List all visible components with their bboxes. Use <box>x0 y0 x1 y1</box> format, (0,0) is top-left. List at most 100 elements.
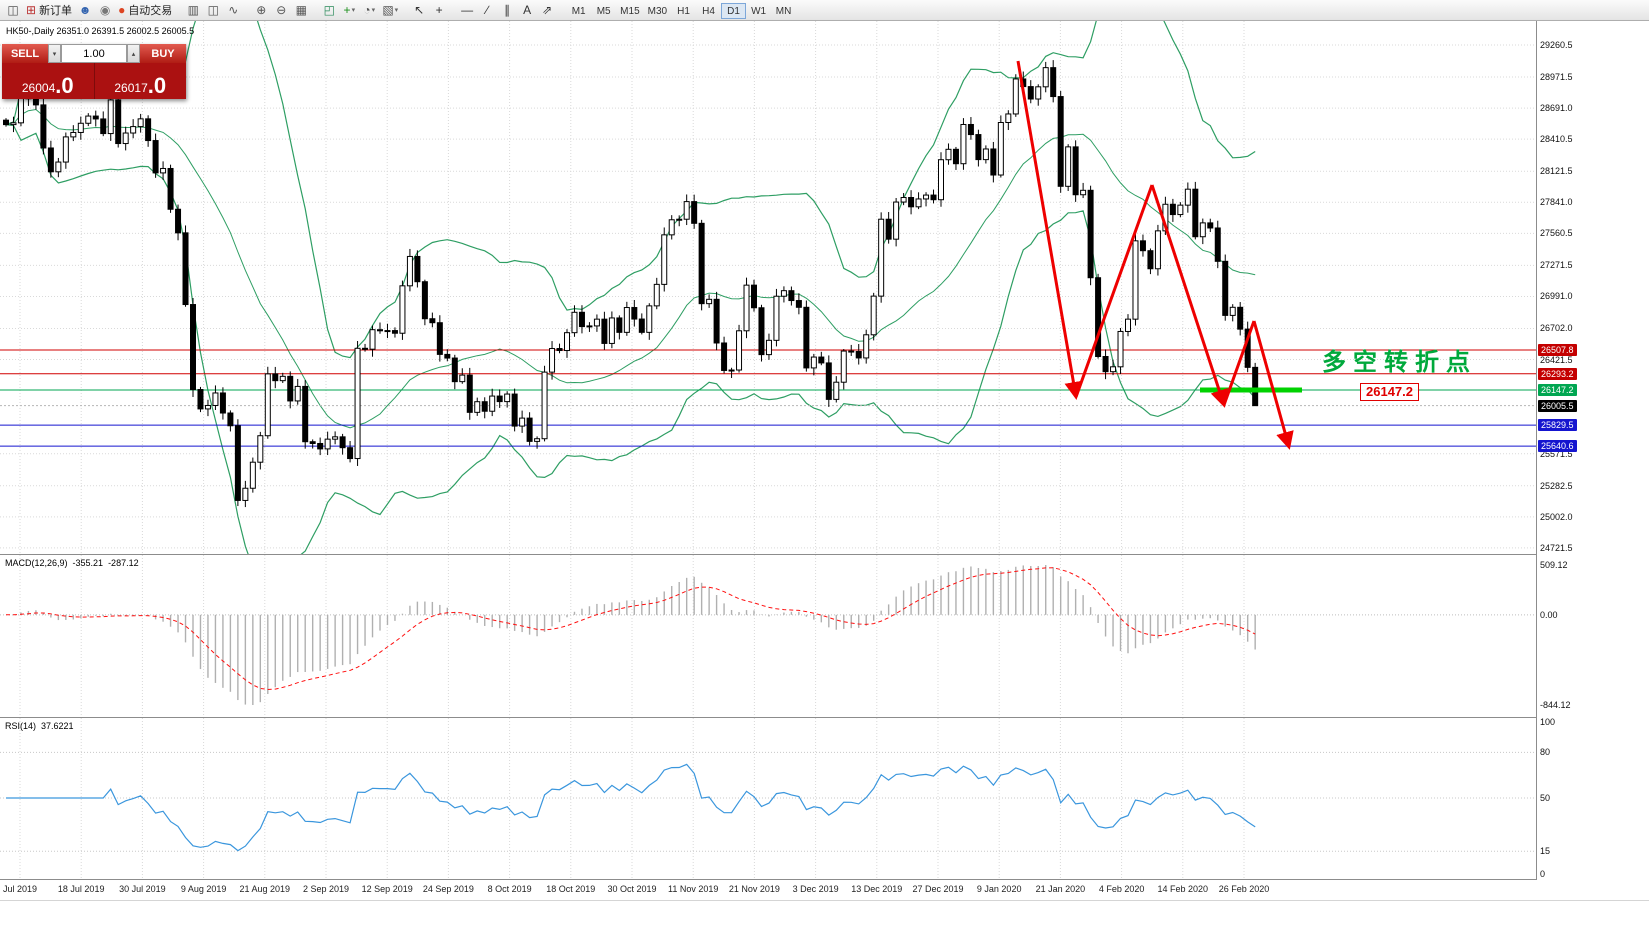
chart-ohlc-readout: HK50-,Daily 26351.0 26391.5 26002.5 2600… <box>6 26 195 36</box>
bollinger-bands <box>5 21 1256 554</box>
text-tool-icon: A <box>523 3 532 17</box>
grid <box>0 21 1536 554</box>
autotrading-button[interactable]: ● 自动交易 <box>118 3 173 17</box>
rsi-label: RSI(14) 37.6221 <box>5 721 79 731</box>
price-label--844.12: -844.12 <box>1540 700 1571 710</box>
buy-button[interactable]: BUY <box>140 44 186 63</box>
axis-separator <box>1536 21 1537 900</box>
trendline-tool-icon[interactable]: ∕ <box>477 2 497 19</box>
indicators-icon[interactable]: + ▾ <box>339 2 359 19</box>
volume-decrease-button[interactable]: ▾ <box>48 44 61 63</box>
panel-separator[interactable] <box>0 554 1649 555</box>
refresh-icon[interactable]: ◉ <box>95 2 115 19</box>
timeframe-M30[interactable]: M30 <box>647 5 668 17</box>
timeframe-group: M1 M5 M15 M30 H1 H4 D1 W1 MN <box>566 1 796 20</box>
price-label-25571.5: 25571.5 <box>1540 448 1573 459</box>
new-order-button[interactable]: ⊞ 新订单 <box>26 3 73 17</box>
volume-input[interactable] <box>61 44 127 63</box>
cursor-icon[interactable]: ↖ <box>409 2 429 19</box>
crosshair-icon[interactable]: + <box>429 2 449 19</box>
zoom-out-icon[interactable]: ⊖ <box>271 2 291 19</box>
date-axis[interactable]: Jul 2019 18 Jul 2019 30 Jul 2019 9 Aug 2019… <box>0 880 1649 900</box>
price-label-0.00: 0.00 <box>1540 609 1558 620</box>
timeframe-M15[interactable]: M15 <box>620 5 640 17</box>
macd-value-signal: -287.12 <box>108 558 139 568</box>
grid-icon: ▦ <box>295 3 307 17</box>
crosshair-icon: + <box>435 3 443 17</box>
date-label: 18 Jul 2019 <box>57 884 105 894</box>
date-label: 27 Dec 2019 <box>912 884 964 894</box>
periods-icon[interactable]: ◔ ▾ <box>359 2 379 19</box>
price-badge-26507.8: 26507.8 <box>1538 343 1577 356</box>
chevron-down-icon: ▾ <box>52 50 57 58</box>
macd-value-main: -355.21 <box>72 558 104 568</box>
rsi-value: 37.6221 <box>41 721 74 731</box>
refresh-icon: ◉ <box>99 3 111 17</box>
rsi-title: RSI(14) <box>5 721 37 731</box>
new-order-button: ⊞ <box>26 3 37 17</box>
price-label-25002.0: 25002.0 <box>1540 511 1573 522</box>
date-label: 13 Dec 2019 <box>851 884 903 894</box>
date-label: 21 Aug 2019 <box>239 884 291 894</box>
price-label-100: 100 <box>1540 717 1556 727</box>
trendline-tool-icon: ∕ <box>486 3 489 17</box>
sell-button[interactable]: SELL <box>2 44 48 63</box>
rsi-panel[interactable] <box>0 718 1536 879</box>
trend-arrows[interactable] <box>1016 60 1294 450</box>
templates-icon[interactable]: ▧ ▾ <box>379 2 401 19</box>
one-click-trading-panel: SELL ▾ ▴ BUY 26004.0 26017.0 <box>2 44 186 99</box>
zoom-in-icon: ⊕ <box>256 3 267 17</box>
sell-price[interactable]: 26004.0 <box>2 63 94 99</box>
buy-price-main: 26017 <box>114 80 148 95</box>
zoom-in-icon[interactable]: ⊕ <box>251 2 271 19</box>
price-axis[interactable]: 29260.5 28971.5 28691.0 28410.5 28121.5 27841… <box>1537 21 1649 900</box>
price-label-25282.5: 25282.5 <box>1540 480 1573 491</box>
new-chart-icon: ◫ <box>7 3 19 17</box>
volume-increase-button[interactable]: ▴ <box>127 44 140 63</box>
macd-title: MACD(12,26,9) <box>5 558 68 568</box>
price-label-15: 15 <box>1540 846 1551 857</box>
new-chart-icon[interactable]: ◫ <box>3 2 23 19</box>
date-label: 30 Jul 2019 <box>119 884 166 894</box>
timeframe-M5[interactable]: M5 <box>596 5 611 17</box>
price-label-24721.5: 24721.5 <box>1540 542 1573 553</box>
price-badge-25829.5: 25829.5 <box>1538 419 1577 432</box>
hline-tool-icon[interactable]: — <box>457 2 477 19</box>
timeframe-MN[interactable]: MN <box>775 5 792 17</box>
line-chart-icon[interactable]: ∿ <box>223 2 243 19</box>
grid-icon[interactable]: ▦ <box>291 2 311 19</box>
zoom-out-icon: ⊖ <box>276 3 287 17</box>
channel-tool-icon[interactable]: ∥ <box>497 2 517 19</box>
text-tool-icon[interactable]: A <box>517 2 537 19</box>
date-label: 12 Sep 2019 <box>361 884 413 894</box>
date-label: 18 Oct 2019 <box>546 884 596 894</box>
price-label-29260.5: 29260.5 <box>1540 39 1573 50</box>
timeframe-D1[interactable]: D1 <box>721 3 747 20</box>
price-label-26421.5: 26421.5 <box>1540 354 1573 365</box>
sell-price-big: .0 <box>55 73 74 99</box>
candlestick-chart-icon[interactable]: ◫ <box>203 2 223 19</box>
date-label: 9 Jan 2020 <box>976 884 1022 894</box>
buy-price[interactable]: 26017.0 <box>93 63 187 99</box>
price-label-27271.5: 27271.5 <box>1540 260 1573 271</box>
turning-point-annotation[interactable]: 多空转折点 <box>1322 349 1477 376</box>
price-chart[interactable] <box>0 21 1536 554</box>
level-price-annotation[interactable]: 26147.2 <box>1360 383 1419 401</box>
date-label: 9 Aug 2019 <box>180 884 227 894</box>
timeframe-M1[interactable]: M1 <box>571 5 586 17</box>
date-label: 3 Dec 2019 <box>792 884 839 894</box>
panel-separator[interactable] <box>0 717 1649 718</box>
profiles-icon[interactable]: ☻ <box>75 2 95 19</box>
chevron-down-icon: ▾ <box>394 7 399 14</box>
price-label-509.12: 509.12 <box>1540 560 1568 570</box>
profiles-icon: ☻ <box>78 3 92 17</box>
timeframe-H1[interactable]: H1 <box>677 5 690 17</box>
timeframe-H4[interactable]: H4 <box>702 5 715 17</box>
arrows-tool-icon[interactable]: ⇗ <box>537 2 557 19</box>
timeframe-W1[interactable]: W1 <box>751 5 767 17</box>
candlesticks <box>3 60 1259 508</box>
macd-panel[interactable] <box>0 555 1536 717</box>
bar-chart-icon[interactable]: ▥ <box>183 2 203 19</box>
tile-windows-icon[interactable]: ◰ <box>319 2 339 19</box>
